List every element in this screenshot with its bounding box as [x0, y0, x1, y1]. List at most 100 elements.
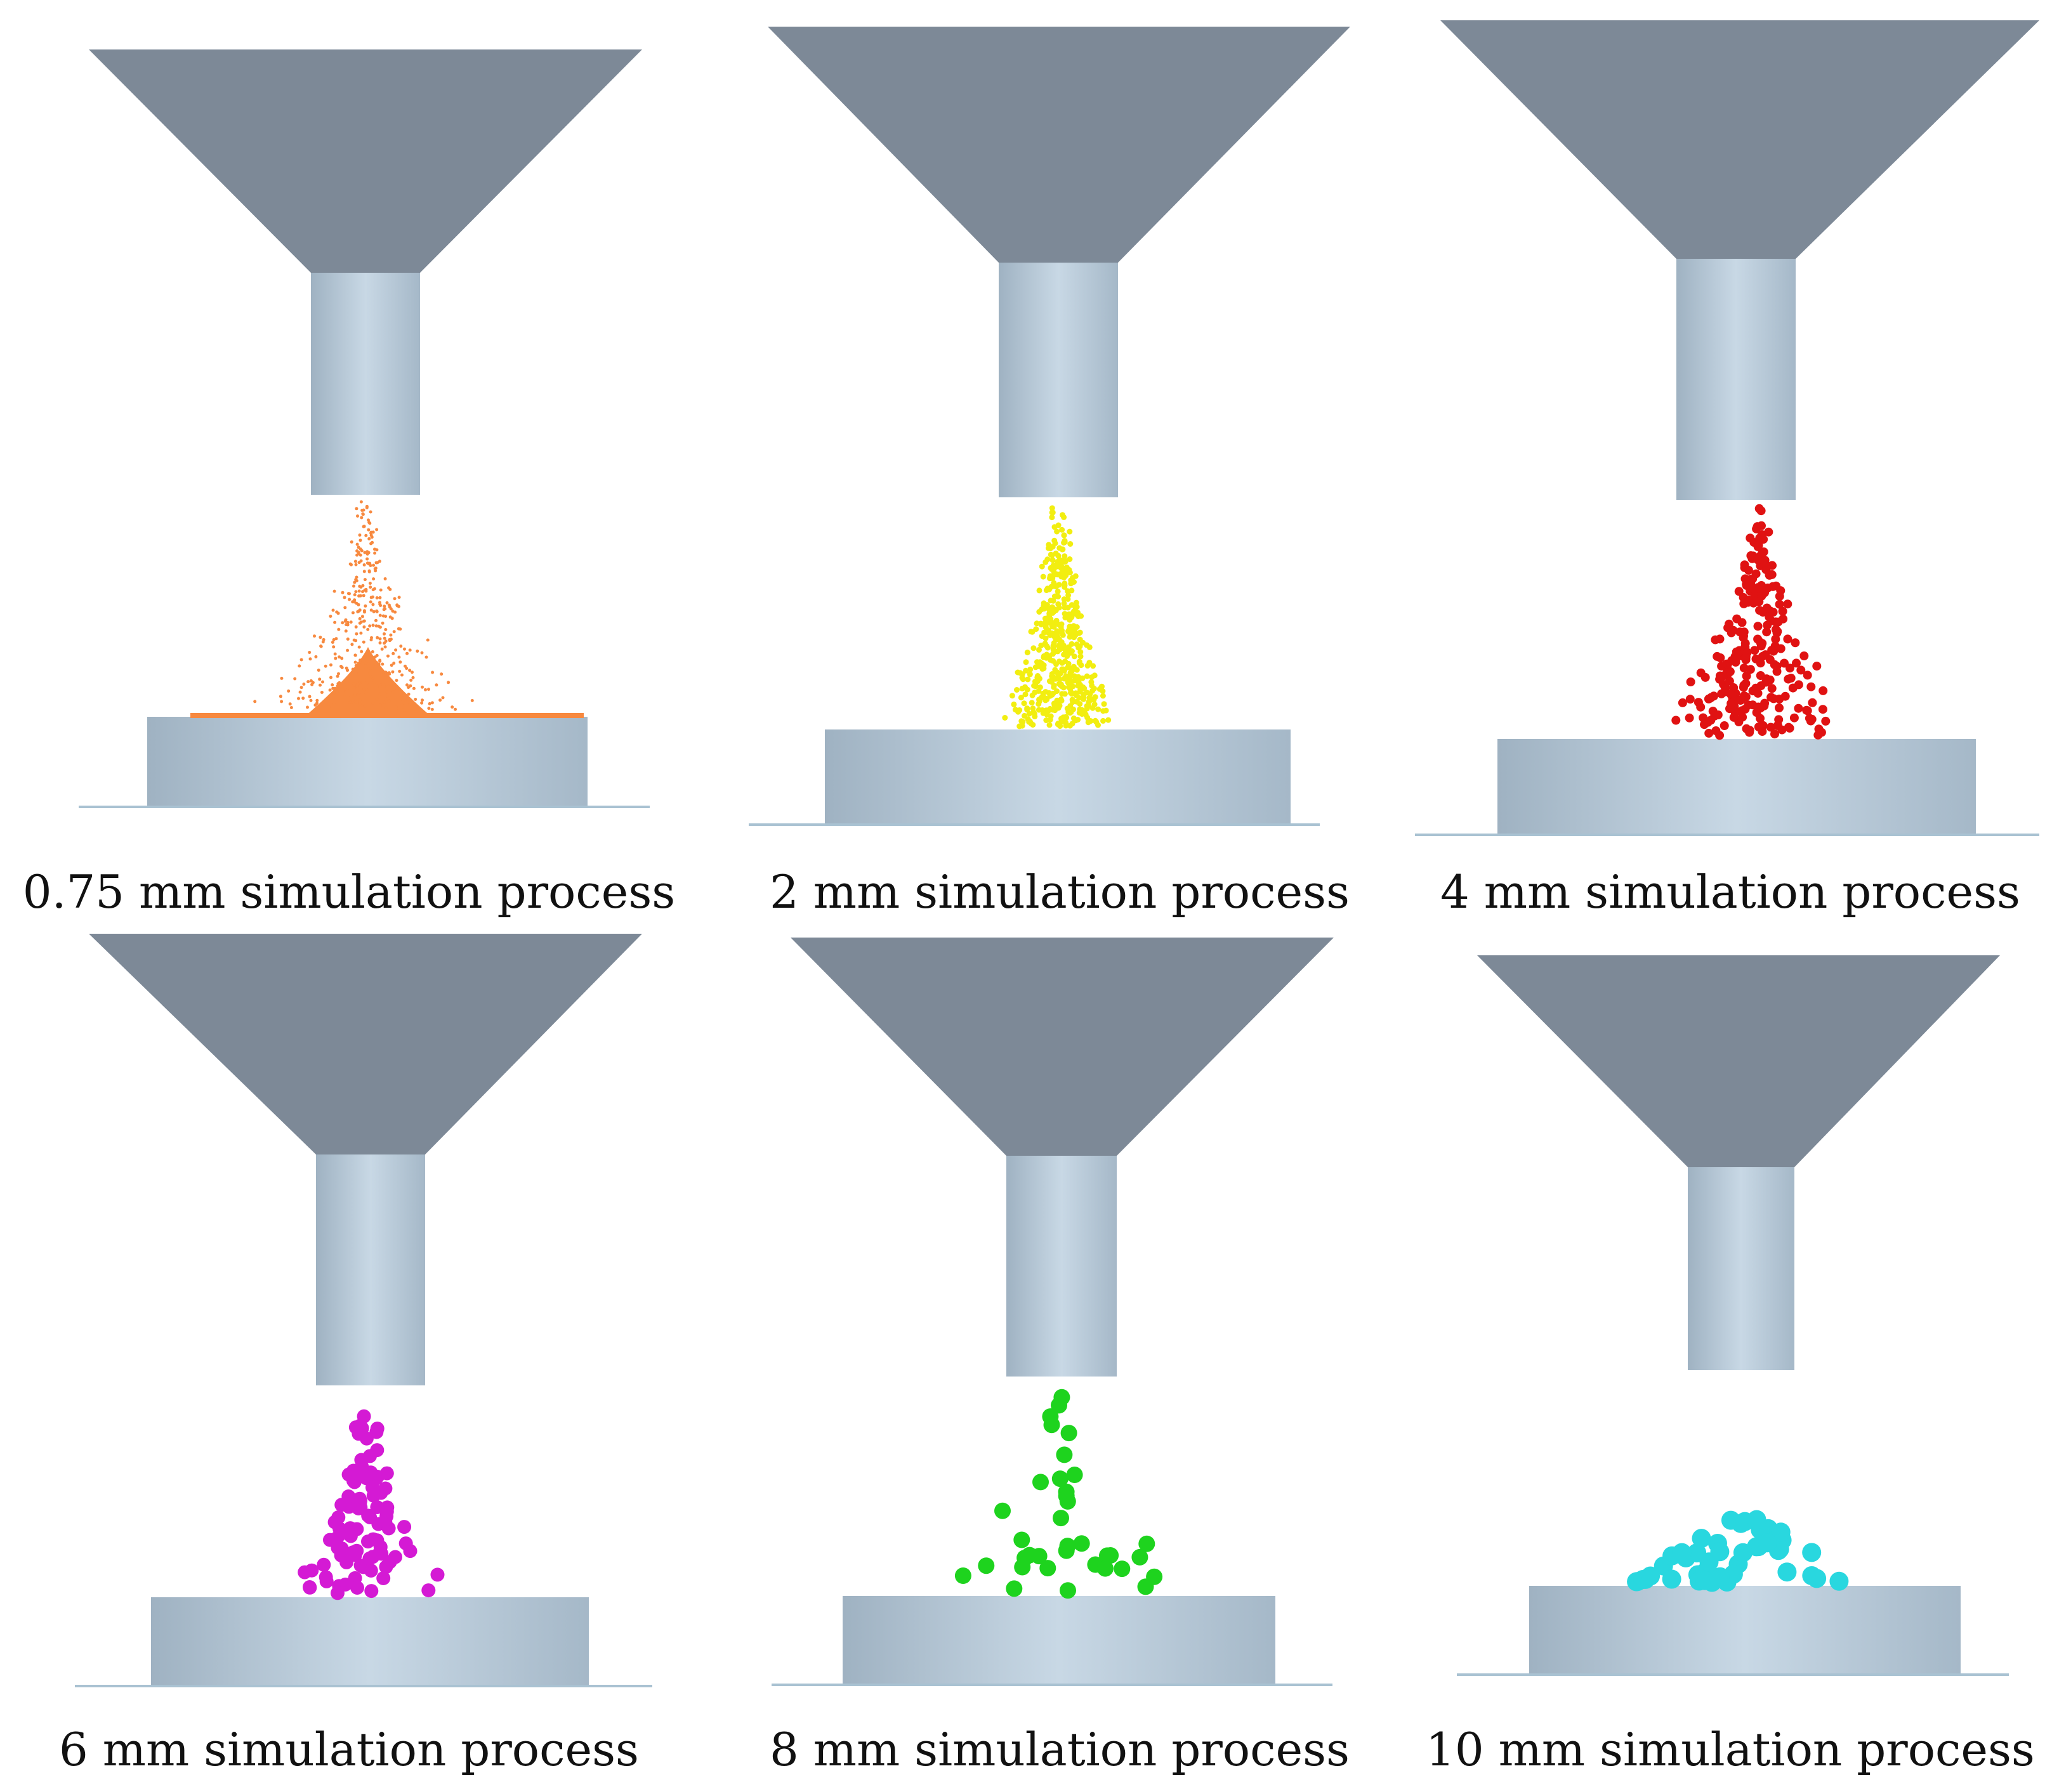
- particle: [1772, 628, 1782, 638]
- particle: [1696, 702, 1706, 712]
- funnel-scene: [79, 49, 650, 808]
- particle: [334, 657, 338, 660]
- particle: [1019, 675, 1025, 681]
- particle: [1033, 626, 1039, 632]
- particle: [470, 698, 474, 702]
- particle: [372, 681, 376, 684]
- particle: [333, 686, 337, 690]
- particle: [1051, 580, 1057, 586]
- particle: [1802, 1543, 1822, 1562]
- particle: [1796, 665, 1806, 675]
- particle: [372, 577, 376, 581]
- particle: [1073, 599, 1079, 606]
- particle: [378, 703, 382, 707]
- particle: [339, 1555, 354, 1569]
- particle: [1053, 661, 1059, 667]
- particle: [1105, 717, 1112, 723]
- particle: [293, 677, 297, 681]
- particle: [404, 695, 408, 699]
- particle: [1055, 698, 1060, 705]
- particle: [378, 613, 382, 617]
- particle: [352, 683, 356, 687]
- particle: [1038, 643, 1044, 649]
- particle: [359, 631, 363, 635]
- particle: [1776, 644, 1786, 653]
- particle: [391, 670, 395, 674]
- particle: [1065, 568, 1072, 574]
- particle: [343, 606, 347, 610]
- particle: [355, 1460, 369, 1474]
- particle: [350, 643, 354, 646]
- particle: [412, 686, 416, 690]
- particle: [1786, 674, 1796, 683]
- particle: [370, 636, 373, 639]
- particle: [1048, 713, 1054, 719]
- particle: [349, 620, 353, 624]
- particle: [1049, 514, 1055, 521]
- particle: [1711, 635, 1720, 644]
- particle: [310, 683, 314, 686]
- particle: [1055, 522, 1062, 528]
- particle: [1803, 706, 1812, 716]
- particle: [385, 601, 389, 605]
- particle: [357, 672, 361, 676]
- particle: [1096, 1560, 1114, 1577]
- particle: [280, 700, 284, 703]
- particle: [364, 589, 368, 593]
- particle: [362, 625, 366, 629]
- particle: [337, 627, 341, 631]
- particle: [430, 701, 434, 705]
- particle: [1049, 505, 1055, 511]
- particle: [363, 551, 367, 554]
- particle: [364, 661, 368, 665]
- particle: [1775, 599, 1784, 609]
- particle: [1732, 614, 1742, 624]
- particle: [335, 690, 339, 694]
- particle: [1802, 1566, 1822, 1585]
- particle: [400, 673, 404, 677]
- particle: [371, 624, 375, 627]
- particle: [355, 700, 359, 703]
- particle: [1071, 634, 1077, 641]
- particle: [1064, 705, 1070, 712]
- particle: [1730, 708, 1740, 717]
- particle: [1036, 609, 1042, 615]
- particle: [355, 579, 358, 582]
- particle: [375, 697, 379, 701]
- particle: [1062, 658, 1069, 664]
- particle: [389, 633, 393, 637]
- particle: [405, 683, 409, 687]
- particle: [382, 676, 386, 679]
- particle: [371, 603, 375, 606]
- particle: [353, 559, 357, 563]
- particle: [353, 693, 357, 697]
- particle: [395, 679, 398, 683]
- particle: [1772, 662, 1782, 671]
- particle: [1737, 695, 1746, 704]
- particle: [414, 698, 418, 701]
- particle: [1760, 556, 1770, 565]
- particle: [1806, 716, 1815, 726]
- particle: [1067, 681, 1073, 688]
- particle: [324, 664, 327, 668]
- particle: [1721, 687, 1730, 697]
- particle: [1746, 581, 1755, 591]
- particle: [369, 533, 373, 537]
- particle: [1039, 664, 1044, 670]
- particle: [1086, 660, 1093, 666]
- particle: [374, 1486, 388, 1500]
- particle: [365, 557, 369, 561]
- particle: [350, 540, 353, 544]
- particle: [1725, 676, 1734, 686]
- particle: [337, 672, 340, 676]
- particle: [1755, 606, 1765, 615]
- particle: [302, 683, 306, 686]
- particle: [1015, 669, 1021, 676]
- particle-stream: [1002, 505, 1112, 729]
- particle: [331, 683, 334, 687]
- particle: [1051, 683, 1057, 689]
- particle: [1054, 572, 1060, 578]
- particle: [1062, 538, 1068, 544]
- particle: [379, 1560, 393, 1574]
- particle: [1146, 1568, 1163, 1585]
